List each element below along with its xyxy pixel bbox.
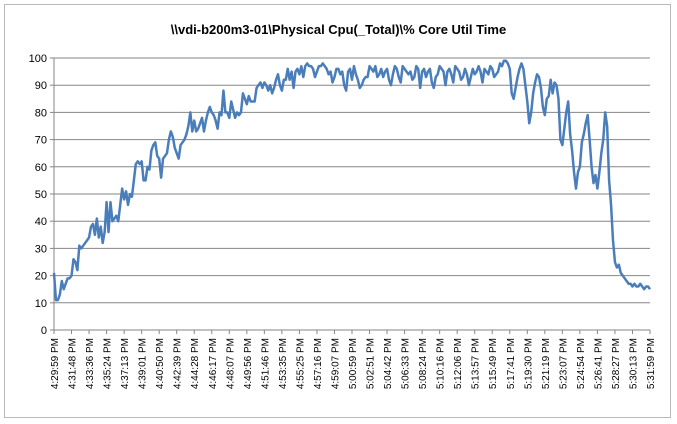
x-tick-label: 5:15:49 PM bbox=[488, 338, 499, 389]
series-line bbox=[52, 59, 652, 302]
y-tick-label: 20 bbox=[35, 271, 47, 283]
y-tick-label: 40 bbox=[35, 216, 47, 228]
x-tick-label: 5:24:54 PM bbox=[576, 338, 587, 389]
y-tick-label: 50 bbox=[35, 189, 47, 201]
x-tick-label: 5:00:59 PM bbox=[348, 338, 359, 389]
x-tick-label: 5:19:30 PM bbox=[523, 338, 534, 389]
x-tick-label: 5:13:57 PM bbox=[471, 338, 482, 389]
chart-title: \\vdi-b200m3-01\Physical Cpu(_Total)\% C… bbox=[170, 22, 507, 37]
x-tick-label: 5:26:41 PM bbox=[593, 338, 604, 389]
x-tick-label: 4:51:46 PM bbox=[260, 338, 271, 389]
y-tick-label: 10 bbox=[35, 298, 47, 310]
x-tick-label: 5:02:51 PM bbox=[366, 338, 377, 389]
x-tick-label: 5:23:07 PM bbox=[558, 338, 569, 389]
x-tick-label: 4:42:39 PM bbox=[173, 338, 184, 389]
x-tick-label: 4:39:01 PM bbox=[138, 338, 149, 389]
x-tick-label: 4:29:59 PM bbox=[50, 338, 61, 389]
x-tick-label: 5:31:59 PM bbox=[646, 338, 657, 389]
y-axis-ticks: 0 10 20 30 40 50 60 70 80 90 100 bbox=[29, 53, 54, 337]
x-tick-label: 4:40:50 PM bbox=[155, 338, 166, 389]
x-tick-label: 5:30:13 PM bbox=[628, 338, 639, 389]
x-tick-label: 4:46:17 PM bbox=[208, 338, 219, 389]
x-tick-label: 4:59:07 PM bbox=[330, 338, 341, 389]
y-tick-label: 60 bbox=[35, 162, 47, 174]
x-tick-label: 4:33:36 PM bbox=[85, 338, 96, 389]
series-group bbox=[52, 59, 652, 302]
chart-area bbox=[4, 4, 671, 418]
x-tick-label: 4:35:24 PM bbox=[103, 338, 114, 389]
x-tick-label: 5:12:06 PM bbox=[453, 338, 464, 389]
y-tick-label: 90 bbox=[35, 80, 47, 92]
x-tick-label: 5:28:27 PM bbox=[611, 338, 622, 389]
x-tick-label: 4:53:35 PM bbox=[278, 338, 289, 389]
x-tick-label: 4:31:48 PM bbox=[68, 338, 79, 389]
x-tick-label: 5:17:41 PM bbox=[506, 338, 517, 389]
x-tick-label: 5:21:19 PM bbox=[541, 338, 552, 389]
x-tick-label: 5:08:24 PM bbox=[418, 338, 429, 389]
x-tick-label: 5:04:42 PM bbox=[383, 338, 394, 389]
x-tick-label: 5:10:16 PM bbox=[436, 338, 447, 389]
gridlines bbox=[53, 57, 650, 331]
y-tick-label: 100 bbox=[29, 53, 47, 65]
x-tick-label: 4:48:07 PM bbox=[225, 338, 236, 389]
x-tick-label: 4:37:13 PM bbox=[120, 338, 131, 389]
y-tick-label: 80 bbox=[35, 107, 47, 119]
x-tick-label: 4:49:56 PM bbox=[243, 338, 254, 389]
y-tick-label: 30 bbox=[35, 243, 47, 255]
x-axis-ticks: 4:29:59 PM 4:31:48 PM 4:33:36 PM 4:35:24 PM… bbox=[50, 330, 657, 389]
y-tick-label: 70 bbox=[35, 135, 47, 147]
x-tick-label: 5:06:33 PM bbox=[401, 338, 412, 389]
x-tick-label: 4:57:16 PM bbox=[313, 338, 324, 389]
x-tick-label: 4:44:28 PM bbox=[190, 338, 201, 389]
y-tick-label: 0 bbox=[41, 325, 47, 337]
x-tick-label: 4:55:25 PM bbox=[295, 338, 306, 389]
